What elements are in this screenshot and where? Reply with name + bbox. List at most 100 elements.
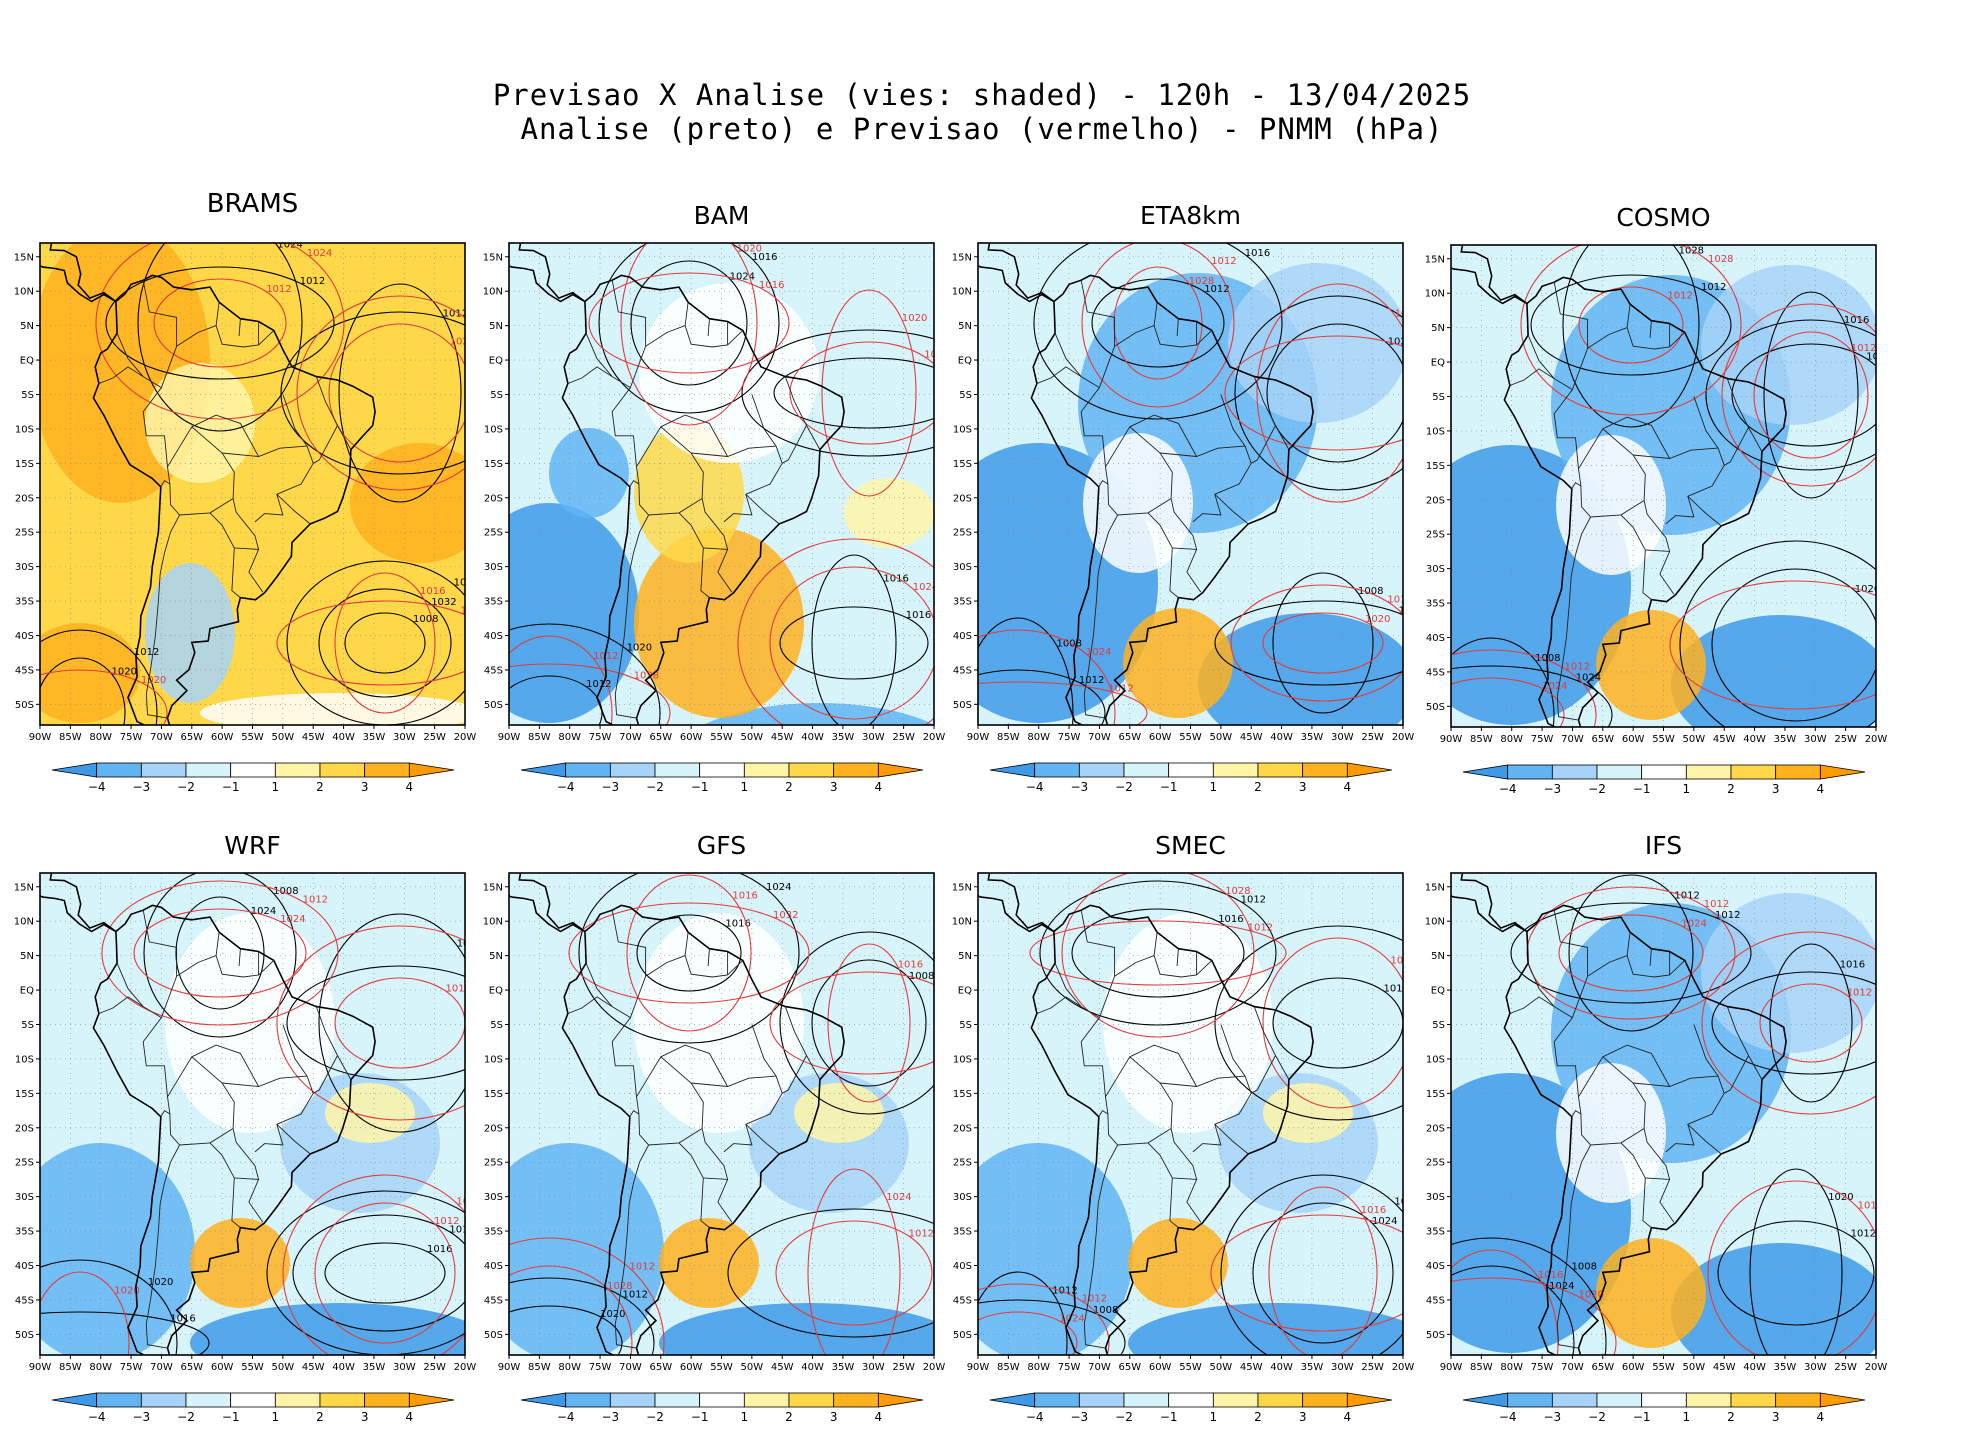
lat-tick-label: 25S [15,528,34,539]
analysis-isobar [40,629,158,725]
colorbar-swatch [833,762,879,778]
bias-shading-area [1083,433,1193,573]
panel-title: SMEC [1155,831,1226,860]
country-border [1587,955,1628,977]
analysis-isobar [773,357,934,429]
lon-tick-label: 65W [1591,734,1614,745]
lat-tick-label: 5N [20,951,34,962]
analysis-isobar [1731,343,1876,447]
country-border [1253,376,1290,450]
analysis-isobar [1530,274,1732,376]
analysis-isobar [1711,568,1876,722]
forecast-isobar [737,538,934,725]
analysis-isobar [266,1190,465,1355]
forecast-isobar [1262,612,1384,674]
country-border [717,1179,733,1223]
model-panel-eta8km: ETA8km 1012 1016 1008 1012 1016 1020 1024 1008 10… [938,183,1423,825]
colorbar-swatch [319,1392,366,1408]
lat-tick-label: 35S [484,597,503,608]
country-border [1186,1179,1202,1223]
colorbar-swatch [743,1392,790,1408]
country-border [1556,516,1591,721]
lon-tick-label: 20W [454,1362,477,1373]
bias-shading-area [1228,263,1403,423]
lat-tick-label: EQ [1431,358,1445,369]
lat-tick-label: 10S [484,1054,503,1065]
forecast-isobar-label: 1016 [1538,1270,1563,1281]
lat-tick-label: 45S [1426,1295,1445,1306]
country-border [1527,963,1555,1007]
lon-tick-label: 25W [423,1362,446,1373]
country-border [1726,1006,1763,1080]
lat-tick-label: 40S [953,631,972,642]
country-border [1169,547,1179,598]
country-border [1192,1024,1252,1153]
forecast-isobar-label: 1016 [732,890,757,901]
colorbar-swatch [1212,762,1259,778]
lon-tick-label: 30W [1804,1362,1827,1373]
country-border [1169,1177,1179,1228]
lon-tick-label: 85W [59,1362,82,1373]
lat-tick-label: 10N [952,287,972,298]
lon-tick-label: 35W [1301,1362,1324,1373]
colorbar-label: 3 [1299,1410,1307,1424]
lat-tick-label: 10N [14,917,34,928]
forecast-isobar [769,971,934,1075]
colorbar-label: 2 [316,1410,324,1424]
panel-title: COSMO [1616,203,1711,232]
bias-shading-area [190,1218,290,1308]
country-border [1626,304,1686,350]
country-border [1054,333,1082,377]
country-border [691,445,777,457]
colorbar-label: −1 [222,780,240,794]
forecast-isobar-label: 1024 [1059,1313,1084,1324]
lat-tick-label: 50S [1426,702,1445,713]
country-border [1553,282,1589,490]
lon-tick-label: 25W [1834,1362,1857,1373]
colorbar-label: 4 [1817,1410,1825,1424]
lat-tick-label: 35S [15,597,34,608]
forecast-isobar [95,243,345,420]
forecast-isobar-label: 1024 [307,248,332,259]
forecast-isobar-label: 1016 [898,960,923,971]
country-border [315,376,352,450]
lat-tick-label: EQ [958,356,972,367]
analysis-isobar [40,657,126,725]
lon-tick-label: 80W [558,1362,581,1373]
analysis-isobar-label: 1016 [427,1244,452,1255]
analysis-isobar-label: 1016 [1880,979,1896,990]
lat-tick-label: 15N [14,882,34,893]
forecast-isobar [1721,303,1876,487]
colorbar-label: 1 [741,780,749,794]
forecast-isobar [1701,931,1876,1115]
forecast-isobar-label: 1012 [1395,309,1420,320]
forecast-isobar [1451,1277,1617,1355]
lon-tick-label: 85W [1470,734,1493,745]
country-border [176,955,217,977]
country-border [585,963,613,1007]
lon-tick-label: 40W [332,1362,355,1373]
analysis-isobar [779,931,934,1115]
forecast-isobar-label: 1020 [1579,1290,1604,1301]
colorbar-label: −2 [177,780,195,794]
colorbar-label: −4 [1026,780,1044,794]
country-border [238,948,241,967]
analysis-isobar-label: 1028 [1679,246,1704,257]
south-america-coastline [1030,904,1314,1355]
colorbar-label: −1 [691,1410,709,1424]
lat-tick-label: 30S [15,1192,34,1203]
country-border [1114,955,1155,977]
bias-shading-area [1701,265,1876,425]
colorbar-swatch [1641,764,1687,780]
lon-tick-label: 45W [302,732,325,743]
model-panel-gfs: GFS1012101610121016102010241008101610121… [469,813,954,1455]
colorbar-swatch [1034,1392,1080,1408]
analysis-isobar-label: 1020 [1828,1192,1853,1203]
analysis-isobar [978,1271,1068,1355]
analysis-isobar-label: 1008 [1535,653,1560,664]
lon-tick-label: 60W [680,732,703,743]
lat-tick-label: 25S [484,528,503,539]
colorbar-label: −4 [1499,1410,1517,1424]
analysis-isobar-label: 1024 [766,882,791,893]
analysis-isobar [1679,540,1876,727]
